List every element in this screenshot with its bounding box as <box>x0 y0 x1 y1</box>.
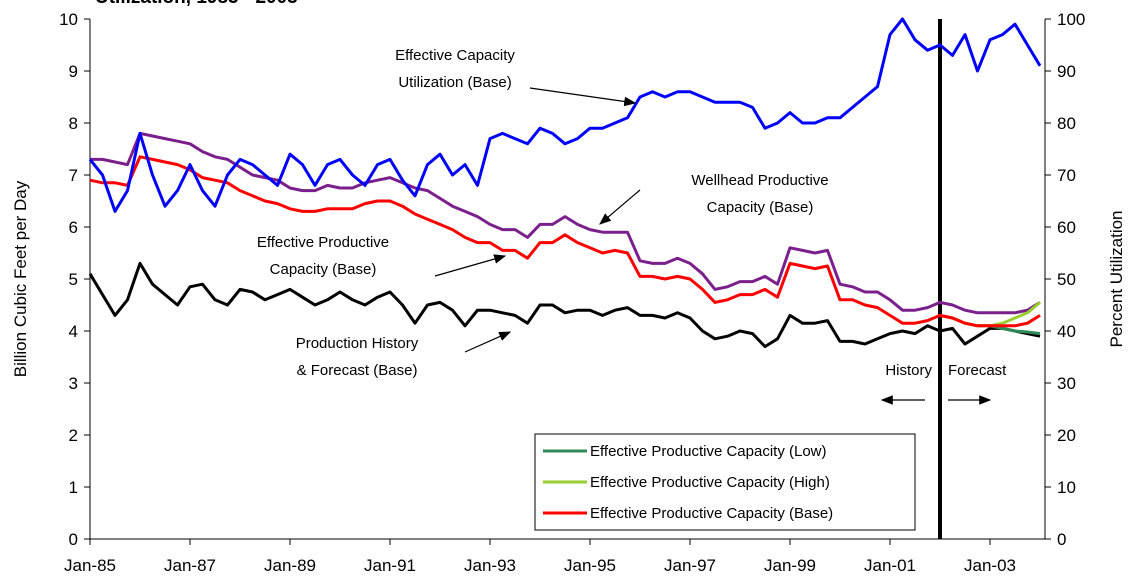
x-tick-label: Jan-89 <box>264 556 316 575</box>
series-annotation: Capacity (Base) <box>707 199 814 216</box>
y-tick-label: 7 <box>69 166 78 185</box>
series-line <box>88 261 1041 349</box>
x-tick-label: Jan-85 <box>64 556 116 575</box>
y2-tick-label: 0 <box>1057 530 1066 549</box>
series-annotation: & Forecast (Base) <box>297 362 418 379</box>
y-axis-label: Billion Cubic Feet per Day <box>11 180 30 377</box>
y2-tick-label: 100 <box>1057 10 1085 29</box>
y-tick-label: 10 <box>59 10 78 29</box>
x-tick-label: Jan-03 <box>964 556 1016 575</box>
y-tick-label: 9 <box>69 62 78 81</box>
y-tick-label: 4 <box>69 322 78 341</box>
arrow <box>529 87 637 107</box>
legend-label: Effective Productive Capacity (Low) <box>590 443 827 460</box>
history-label: History <box>885 362 932 379</box>
forecast-label: Forecast <box>948 362 1007 379</box>
legend-label: Effective Productive Capacity (High) <box>590 474 830 491</box>
y-tick-label: 1 <box>69 478 78 497</box>
series-line <box>89 155 1041 328</box>
x-tick-label: Jan-01 <box>864 556 916 575</box>
y2-axis-label: Percent Utilization <box>1107 210 1126 347</box>
series-line <box>90 131 1041 315</box>
arrow <box>464 331 512 353</box>
arrow <box>434 254 507 277</box>
y-tick-label: 0 <box>69 530 78 549</box>
x-tick-label: Jan-97 <box>664 556 716 575</box>
legend-box <box>534 433 916 531</box>
y2-tick-label: 90 <box>1057 62 1076 81</box>
y-tick-label: 3 <box>69 374 78 393</box>
y-tick-label: 8 <box>69 114 78 133</box>
y2-tick-label: 20 <box>1057 426 1076 445</box>
series-annotation: Effective Capacity <box>395 47 515 64</box>
series-line <box>88 17 1042 213</box>
y2-tick-label: 80 <box>1057 114 1076 133</box>
series-annotation: Wellhead Productive <box>691 172 828 189</box>
series-annotation: Production History <box>296 335 419 352</box>
y-tick-label: 6 <box>69 218 78 237</box>
series-annotation: Effective Productive <box>257 234 389 251</box>
x-tick-label: Jan-91 <box>364 556 416 575</box>
legend-label: Effective Productive Capacity (Base) <box>590 505 833 522</box>
y2-tick-label: 70 <box>1057 166 1076 185</box>
x-tick-label: Jan-93 <box>464 556 516 575</box>
y2-tick-label: 50 <box>1057 270 1076 289</box>
series-annotation: Capacity (Base) <box>270 261 377 278</box>
y2-tick-label: 10 <box>1057 478 1076 497</box>
x-tick-label: Jan-99 <box>764 556 816 575</box>
x-tick-label: Jan-95 <box>564 556 616 575</box>
y2-tick-label: 30 <box>1057 374 1076 393</box>
y2-tick-label: 40 <box>1057 322 1076 341</box>
chart-title: Utilization, 1985 - 2003 <box>95 0 298 8</box>
annotation-arrows <box>434 87 992 405</box>
y-tick-label: 2 <box>69 426 78 445</box>
x-tick-label: Jan-87 <box>164 556 216 575</box>
series-annotation: Utilization (Base) <box>398 74 511 91</box>
y2-tick-label: 60 <box>1057 218 1076 237</box>
arrow <box>599 189 641 225</box>
y-tick-label: 5 <box>69 270 78 289</box>
